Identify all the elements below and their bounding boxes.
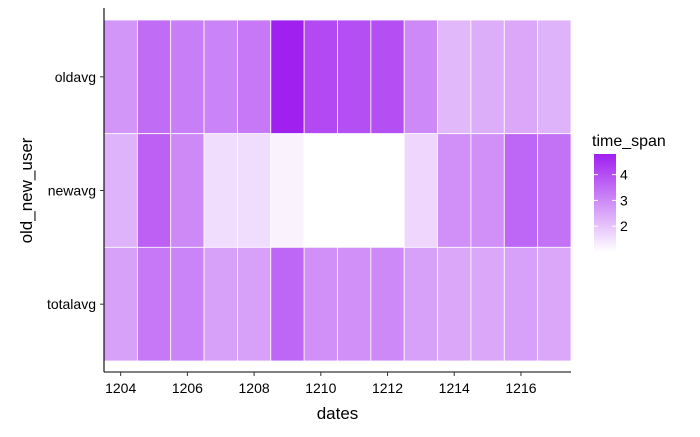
heatmap-cell (403, 19, 438, 135)
heatmap-cell (503, 246, 539, 362)
heatmap-cell (270, 19, 305, 135)
legend-tick-label: 4 (620, 167, 628, 183)
y-tick-label: oldavg (55, 69, 96, 85)
heatmap-cell (303, 133, 338, 248)
heatmap-cell (470, 19, 505, 135)
heatmap-cell (470, 133, 505, 248)
heatmap-cell (170, 246, 205, 362)
heatmap-cell (470, 246, 505, 362)
legend-tick-label: 3 (620, 192, 628, 208)
y-axis-title: old_new_user (17, 137, 36, 243)
heatmap-cell (337, 246, 372, 362)
heatmap-cell (203, 246, 238, 362)
heatmap-cell (537, 19, 572, 135)
heatmap-cell (370, 246, 405, 362)
x-tick-label: 1210 (305, 380, 336, 396)
heatmap-cell (170, 133, 205, 248)
heatmap-cell (103, 133, 138, 248)
heatmap-cell (136, 246, 172, 362)
heatmap-cell (103, 246, 138, 362)
heatmap-cell (237, 19, 272, 135)
legend-tick-label: 2 (620, 218, 628, 234)
x-tick-label: 1214 (439, 380, 470, 396)
legend: time_span 2 3 4 (592, 133, 666, 252)
heatmap-cell (170, 19, 205, 135)
x-tick-label: 1206 (172, 380, 203, 396)
heatmap-cell (337, 133, 372, 248)
heatmap-cell (370, 19, 405, 135)
heatmap-cell (270, 133, 305, 248)
x-tick-label: 1212 (372, 380, 403, 396)
heatmap-cell (503, 133, 539, 248)
heatmap-cell (203, 19, 238, 135)
x-tick-label: 1208 (239, 380, 270, 396)
heatmap-cell (537, 133, 572, 248)
heatmap-cell (237, 246, 272, 362)
x-tick-label: 1204 (105, 380, 136, 396)
heatmap-cell (136, 133, 172, 248)
heatmap-cell (503, 19, 539, 135)
heatmap-cell (437, 246, 472, 362)
x-tick-label: 1216 (505, 380, 536, 396)
heatmap-cell (437, 133, 472, 248)
heatmap-cells (103, 19, 572, 362)
heatmap-cell (237, 133, 272, 248)
heatmap-cell (270, 246, 305, 362)
heatmap-cell (103, 19, 138, 135)
heatmap-cell (136, 19, 172, 135)
legend-ticks: 2 3 4 (594, 167, 628, 234)
heatmap-cell (537, 246, 572, 362)
heatmap-cell (303, 19, 338, 135)
y-tick-label: newavg (48, 183, 96, 199)
heatmap-cell (437, 19, 472, 135)
heatmap-cell (203, 133, 238, 248)
axis-ticks: 1204 1206 1208 1210 1212 1214 1216 oldavg newavg… (47, 69, 537, 396)
heatmap-cell (403, 246, 438, 362)
x-axis-title: dates (317, 404, 359, 423)
legend-colorbar (594, 154, 616, 252)
legend-title: time_span (592, 133, 666, 150)
y-tick-label: totalavg (47, 296, 96, 312)
heatmap-cell (370, 133, 405, 248)
heatmap-cell (403, 133, 438, 248)
heatmap-cell (337, 19, 372, 135)
heatmap-cell (303, 246, 338, 362)
